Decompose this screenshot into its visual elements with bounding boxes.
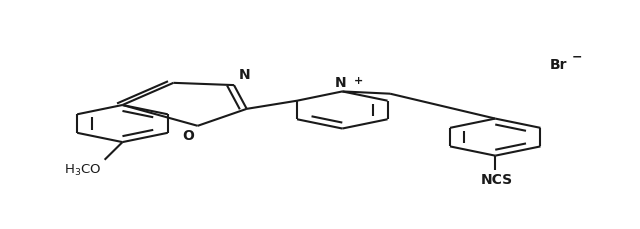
Text: −: − — [572, 50, 582, 63]
Text: N: N — [239, 68, 251, 82]
Text: Br: Br — [549, 58, 567, 72]
Text: +: + — [354, 76, 363, 86]
Text: H$_3$CO: H$_3$CO — [64, 163, 101, 178]
Text: N: N — [335, 76, 347, 90]
Text: NCS: NCS — [481, 173, 513, 187]
Text: O: O — [182, 129, 195, 143]
